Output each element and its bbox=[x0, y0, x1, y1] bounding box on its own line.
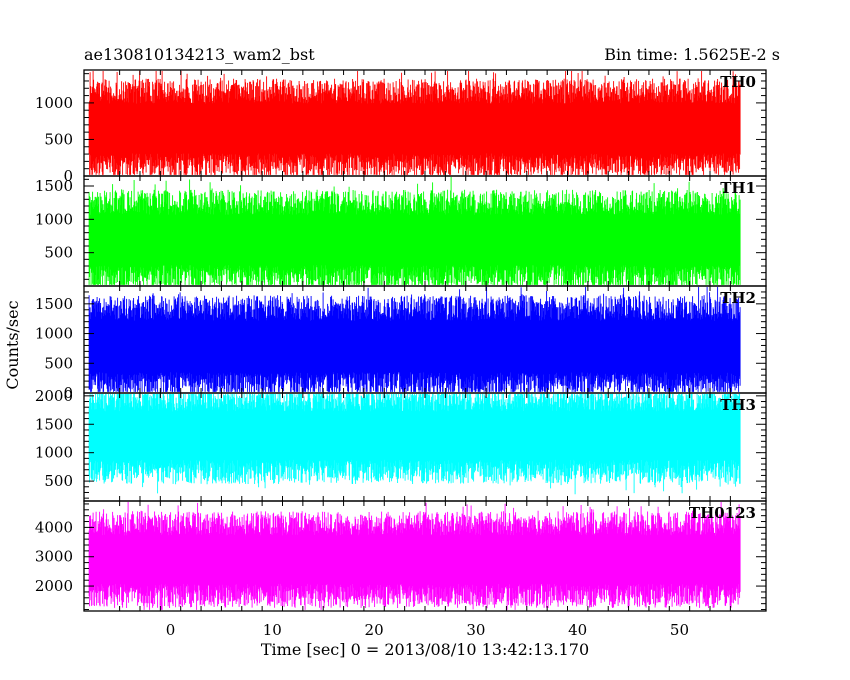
series-line-th2 bbox=[88, 287, 741, 392]
y-tick-label: 1500 bbox=[35, 415, 73, 433]
y-tick-label: 500 bbox=[44, 244, 73, 262]
y-tick-label: 0 bbox=[63, 384, 73, 402]
x-tick-label: 40 bbox=[568, 621, 587, 639]
panel-th3: 500 1000 1500 2000 TH3 bbox=[35, 387, 767, 502]
panel-th1: 500 1000 1500 TH1 bbox=[35, 175, 767, 287]
x-tick-label: 0 bbox=[166, 621, 176, 639]
panel-th0123: 2000 3000 4000 TH0123 0 10 20 30 40 50 bbox=[35, 500, 767, 639]
x-tick-label: 30 bbox=[466, 621, 485, 639]
y-tick-label: 500 bbox=[44, 472, 73, 490]
panel-label-th1: TH1 bbox=[720, 179, 756, 197]
y-tick-label: 2000 bbox=[35, 577, 73, 595]
y-axis-label: Counts/sec bbox=[3, 300, 22, 389]
y-tick-label: 3000 bbox=[35, 548, 73, 566]
y-tick-label: 1500 bbox=[35, 177, 73, 195]
series-line-th1 bbox=[88, 177, 741, 285]
series-line-th3 bbox=[88, 394, 741, 495]
panel-label-th2: TH2 bbox=[720, 289, 756, 307]
y-tick-label: 1000 bbox=[35, 444, 73, 462]
x-tick-label: 10 bbox=[263, 621, 282, 639]
y-tick-label: 500 bbox=[44, 354, 73, 372]
panel-th0: 0 500 1000 TH0 bbox=[35, 69, 767, 185]
panel-th2: 0 500 1000 1500 TH2 bbox=[35, 285, 767, 402]
y-tick-label: 2000 bbox=[35, 387, 73, 405]
y-tick-label: 1500 bbox=[35, 295, 73, 313]
y-tick-label: 500 bbox=[44, 130, 73, 148]
panel-label-th0123: TH0123 bbox=[689, 504, 756, 522]
panel-label-th0: TH0 bbox=[720, 73, 756, 91]
x-axis-label: Time [sec] 0 = 2013/08/10 13:42:13.170 bbox=[261, 640, 589, 659]
series-line-th0 bbox=[88, 71, 741, 175]
series-line-th0123 bbox=[88, 502, 741, 610]
chart-title-left: ae130810134213_wam2_bst bbox=[84, 45, 315, 64]
x-tick-label: 20 bbox=[365, 621, 384, 639]
panel-label-th3: TH3 bbox=[720, 396, 756, 414]
x-tick-label: 50 bbox=[670, 621, 689, 639]
y-tick-label: 1000 bbox=[35, 210, 73, 228]
y-tick-label: 1000 bbox=[35, 94, 73, 112]
chart-title-right: Bin time: 1.5625E-2 s bbox=[604, 45, 780, 64]
y-tick-label: 4000 bbox=[35, 518, 73, 536]
y-tick-label: 1000 bbox=[35, 325, 73, 343]
y-tick-label: 0 bbox=[63, 167, 73, 185]
